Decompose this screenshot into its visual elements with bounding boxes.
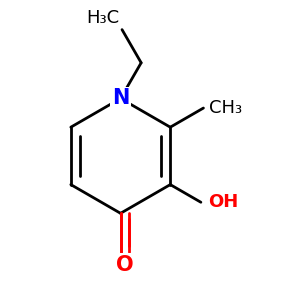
Text: OH: OH	[208, 193, 238, 211]
Text: O: O	[116, 255, 134, 275]
Text: H₃C: H₃C	[86, 9, 119, 27]
Text: N: N	[112, 88, 129, 109]
Text: CH₃: CH₃	[209, 99, 242, 117]
